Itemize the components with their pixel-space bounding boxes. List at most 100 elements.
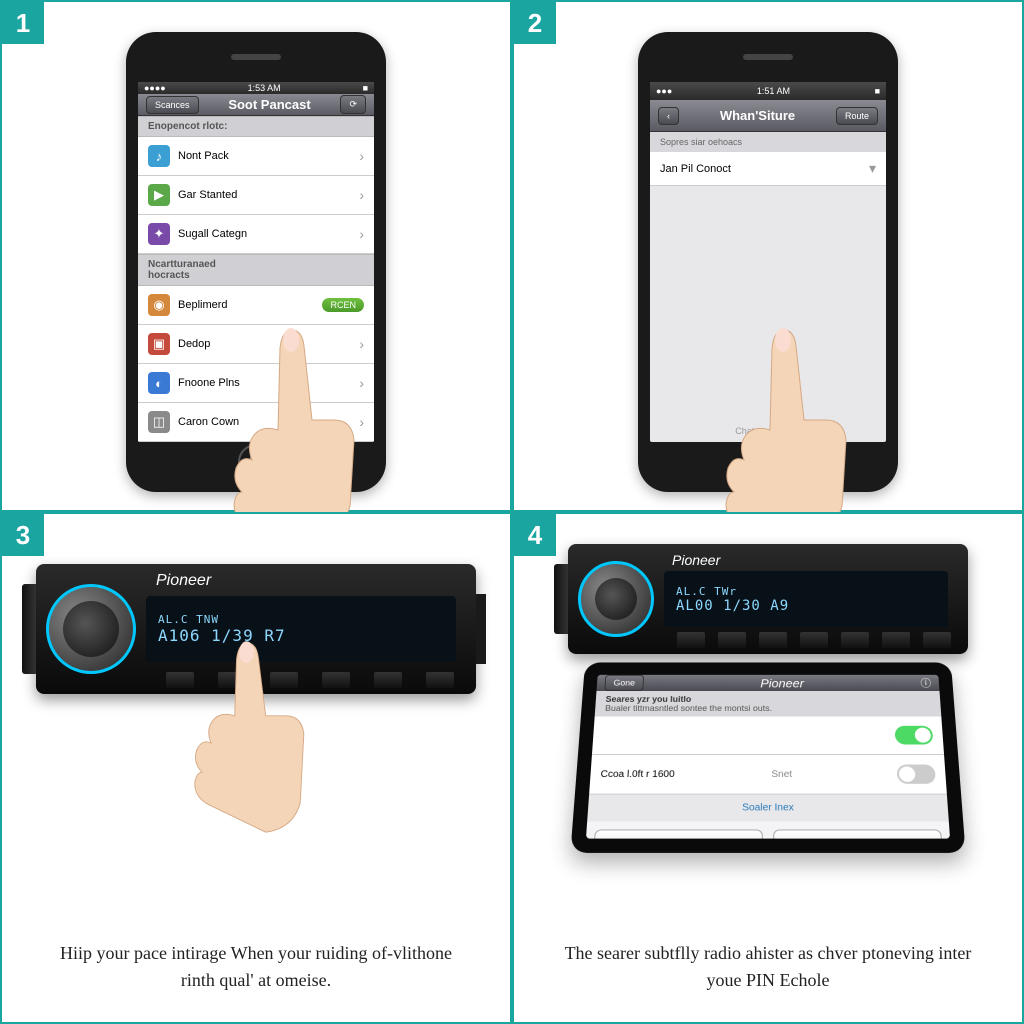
phone-screen: ●●● 1:51 AM ■ ‹ Whan'Siture Route Sopres… xyxy=(650,82,886,442)
nav-back-button[interactable]: Gone xyxy=(604,675,644,691)
badge: RCEN xyxy=(322,298,364,312)
section-header: Ncartturanaed hocracts xyxy=(138,254,374,286)
description-text: Sopres siar oehoacs xyxy=(650,132,886,152)
volume-knob[interactable] xyxy=(46,584,136,674)
settings-row[interactable] xyxy=(592,717,944,755)
car-radio[interactable]: Pioneer AL.C TWr AL00 1/30 A9 xyxy=(568,544,968,654)
nav-back-button[interactable]: ‹ xyxy=(658,107,679,125)
display-line-2: AL00 1/30 A9 xyxy=(676,598,936,614)
signal-icon: ●●● xyxy=(656,86,672,96)
status-bar: ●●● 1:51 AM ■ xyxy=(650,82,886,100)
item-label: Dedop xyxy=(178,338,210,350)
item-label: Sugall Categn xyxy=(178,228,247,240)
radio-btn[interactable] xyxy=(218,672,246,688)
radio-brand: Pioneer xyxy=(672,552,720,568)
radio-btn[interactable] xyxy=(923,632,951,648)
volume-knob[interactable] xyxy=(578,561,654,637)
nav-action-button[interactable]: Route xyxy=(836,107,878,125)
step-caption: The searer subtflly radio ahister as chv… xyxy=(524,940,1012,994)
step-number: 4 xyxy=(514,514,556,556)
footer-text: Chatuon Brrotse xyxy=(650,420,886,442)
display-line-1: AL.C TNW xyxy=(158,613,444,626)
step-number: 2 xyxy=(514,2,556,44)
phone-container: ●●● 1:51 AM ■ ‹ Whan'Siture Route Sopres… xyxy=(524,12,1012,492)
info-icon[interactable]: ⓘ xyxy=(920,676,932,690)
radio-btn[interactable] xyxy=(841,632,869,648)
app-icon: ♪ xyxy=(148,145,170,167)
cancel-button[interactable]: Cancel xyxy=(773,829,943,838)
step-panel-2: 2 ●●● 1:51 AM ■ ‹ Whan'Siture Route Sopr… xyxy=(512,0,1024,512)
list-item[interactable]: ◫ Caron Cown › xyxy=(138,403,374,442)
status-bar: ●●●● 1:53 AM ■ xyxy=(138,82,374,94)
nav-title: Whan'Siture xyxy=(720,108,795,123)
step-panel-4: 4 Pioneer AL.C TWr AL00 1/30 A9 Gone Pio… xyxy=(512,512,1024,1024)
app-icon: ✦ xyxy=(148,223,170,245)
action-bar: ad VRapnoes Cancel xyxy=(586,821,950,838)
app-icon: ◫ xyxy=(148,411,170,433)
signal-icon: ●●●● xyxy=(144,83,166,93)
row-value: Snet xyxy=(771,769,792,780)
list-item[interactable]: Jan Pil Conoct ▾ xyxy=(650,152,886,186)
radio-side xyxy=(554,564,568,634)
tablet-screen: Gone Pioneer ⓘ Seares yzr you luitlo Bua… xyxy=(586,675,950,839)
chevron-icon: › xyxy=(359,226,364,242)
home-button[interactable] xyxy=(238,444,274,480)
display-line-2: A106 1/39 R7 xyxy=(158,626,444,645)
iphone-device: ●●● 1:51 AM ■ ‹ Whan'Siture Route Sopres… xyxy=(638,32,898,492)
radio-brand: Pioneer xyxy=(156,572,211,590)
item-label: Jan Pil Conoct xyxy=(660,163,731,175)
step-caption: Hiip your pace intirage When your ruidin… xyxy=(12,940,500,994)
nav-bar: ‹ Whan'Siture Route xyxy=(650,100,886,132)
item-label: Gar Stanted xyxy=(178,189,237,201)
battery-icon: ■ xyxy=(875,86,880,96)
list-item[interactable]: ♪ Nont Pack › xyxy=(138,137,374,176)
phone-speaker xyxy=(231,54,281,60)
phone-speaker xyxy=(743,54,793,60)
toggle-switch[interactable] xyxy=(895,726,934,745)
radio-display: AL.C TWr AL00 1/30 A9 xyxy=(664,571,948,627)
radio-btn[interactable] xyxy=(426,672,454,688)
app-icon: ◉ xyxy=(148,294,170,316)
display-line-1: AL.C TWr xyxy=(676,585,936,598)
radio-btn[interactable] xyxy=(800,632,828,648)
list-item[interactable]: ◉BeplimerdRCEN xyxy=(138,286,374,325)
list-item[interactable]: ▶Gar Stanted› xyxy=(138,176,374,215)
nav-back-button[interactable]: Scances xyxy=(146,96,199,114)
battery-icon: ■ xyxy=(363,83,368,93)
radio-container: Pioneer AL.C TWr AL00 1/30 A9 Gone Pione… xyxy=(524,524,1012,854)
toggle-switch[interactable] xyxy=(897,765,936,784)
chevron-icon: › xyxy=(359,336,364,352)
radio-display: AL.C TNW A106 1/39 R7 xyxy=(146,596,456,662)
radio-btn[interactable] xyxy=(166,672,194,688)
step-number: 3 xyxy=(2,514,44,556)
radio-btn[interactable] xyxy=(677,632,705,648)
nav-title: Soot Pancast xyxy=(228,97,310,112)
home-button[interactable] xyxy=(750,444,786,480)
car-radio[interactable]: Pioneer AL.C TNW A106 1/39 R7 xyxy=(36,564,476,694)
list-item[interactable]: ✦ Sugall Categn › xyxy=(138,215,374,254)
radio-btn[interactable] xyxy=(270,672,298,688)
radio-btn[interactable] xyxy=(718,632,746,648)
iphone-device: ●●●● 1:53 AM ■ Scances Soot Pancast ⟳ En… xyxy=(126,32,386,492)
radio-btn[interactable] xyxy=(759,632,787,648)
radio-side xyxy=(476,594,486,664)
section-title: Seares yzr you luitlo Bualer tittmasntle… xyxy=(595,691,942,717)
item-label: Nont Pack xyxy=(178,150,229,162)
radio-btn[interactable] xyxy=(322,672,350,688)
phone-container: ●●●● 1:53 AM ■ Scances Soot Pancast ⟳ En… xyxy=(12,12,500,492)
link-text[interactable]: Soaler Inex xyxy=(587,795,949,822)
confirm-button[interactable]: ad VRapnoes xyxy=(593,829,763,838)
settings-row[interactable]: Ccoa l.0ft r 1600 Snet xyxy=(589,755,947,795)
list-item[interactable]: ▣Dedop› xyxy=(138,325,374,364)
chevron-icon: ▾ xyxy=(869,160,876,177)
radio-btn[interactable] xyxy=(374,672,402,688)
app-icon: ▶ xyxy=(148,184,170,206)
list-item[interactable]: ◐Fnoone Plns› xyxy=(138,364,374,403)
tablet-device: Gone Pioneer ⓘ Seares yzr you luitlo Bua… xyxy=(570,662,965,852)
chevron-icon: › xyxy=(359,414,364,430)
chevron-icon: › xyxy=(359,148,364,164)
radio-btn[interactable] xyxy=(882,632,910,648)
nav-refresh-button[interactable]: ⟳ xyxy=(340,95,366,114)
item-label: Caron Cown xyxy=(178,416,239,428)
radio-container: Pioneer AL.C TNW A106 1/39 R7 xyxy=(12,524,500,694)
